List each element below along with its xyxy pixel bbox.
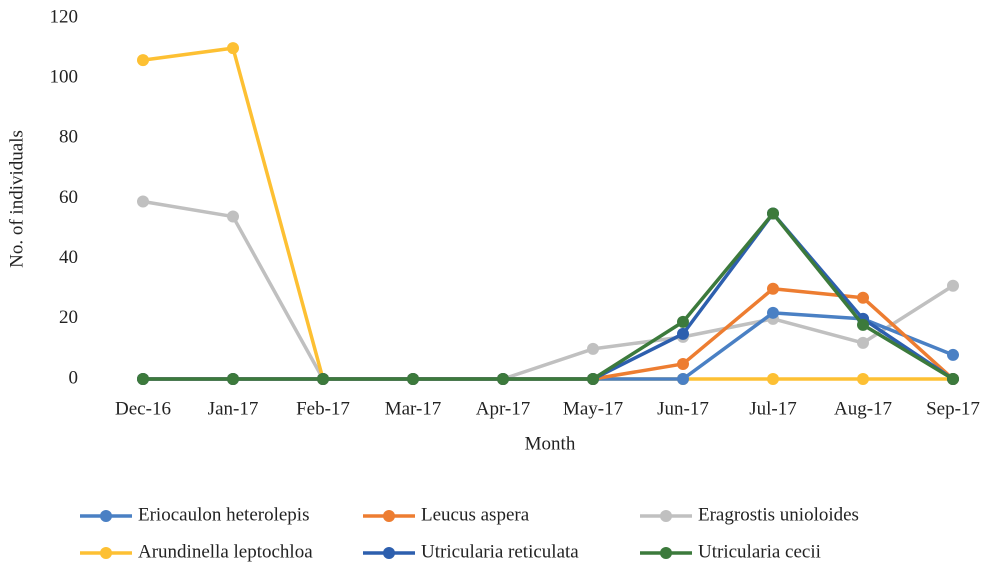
series-point <box>677 357 689 370</box>
legend-label: Eragrostis unioloides <box>698 504 859 525</box>
series-point <box>137 54 149 67</box>
x-tick-label: Jul-17 <box>749 398 797 419</box>
series-point <box>947 279 959 292</box>
series-point <box>767 373 779 385</box>
series-point <box>587 342 599 355</box>
legend-label: Arundinella leptochloa <box>138 541 313 562</box>
legend-marker <box>660 547 672 559</box>
series-point <box>137 195 149 208</box>
legend-label: Utricularia reticulata <box>421 541 579 562</box>
x-tick-label: May-17 <box>563 398 623 419</box>
series-point <box>587 373 599 385</box>
y-tick-label: 120 <box>50 6 79 27</box>
series-point <box>317 373 329 385</box>
legend-marker <box>383 510 395 522</box>
series-line <box>142 46 953 381</box>
legend-label: Utricularia cecii <box>698 541 821 562</box>
y-tick-label: 60 <box>59 187 78 208</box>
x-tick-label: Jun-17 <box>657 398 709 419</box>
y-tick-label: 80 <box>59 127 78 148</box>
series-point <box>947 373 959 385</box>
x-tick-label: Mar-17 <box>385 398 442 419</box>
legend-marker <box>660 510 672 522</box>
series-point <box>677 315 689 328</box>
series-point <box>407 373 419 385</box>
x-tick-label: Sep-17 <box>926 398 980 419</box>
series-point <box>767 207 779 220</box>
x-tick-label: Aug-17 <box>834 398 892 419</box>
y-axis-title: No. of individuals <box>6 130 27 268</box>
series-point <box>677 327 689 340</box>
legend-label: Eriocaulon heterolepis <box>138 504 309 525</box>
series-point <box>677 373 689 385</box>
y-tick-label: 20 <box>59 307 78 328</box>
legend-marker <box>383 547 395 559</box>
legend-marker <box>100 510 112 522</box>
x-tick-label: Dec-16 <box>115 398 171 419</box>
series-point <box>857 336 869 349</box>
series-line <box>143 311 954 381</box>
y-tick-label: 100 <box>50 67 79 88</box>
series-point <box>137 373 149 385</box>
series-line <box>143 211 954 381</box>
x-tick-label: Jan-17 <box>208 398 259 419</box>
series-point <box>767 282 779 295</box>
series-line <box>142 199 954 381</box>
series-point <box>497 373 509 385</box>
legend-marker <box>100 547 112 559</box>
x-tick-label: Feb-17 <box>296 398 350 419</box>
series-point <box>767 306 779 319</box>
series-point <box>857 373 869 385</box>
series-point <box>227 373 239 385</box>
x-tick-label: Apr-17 <box>476 398 531 419</box>
series-point <box>857 291 869 304</box>
x-axis-title: Month <box>525 433 576 454</box>
series-point <box>857 318 869 331</box>
series-point <box>947 348 959 361</box>
y-tick-label: 0 <box>69 367 79 388</box>
legend-label: Leucus aspera <box>421 504 530 525</box>
series-point <box>227 42 239 55</box>
series-point <box>227 210 239 223</box>
y-tick-label: 40 <box>59 247 78 268</box>
